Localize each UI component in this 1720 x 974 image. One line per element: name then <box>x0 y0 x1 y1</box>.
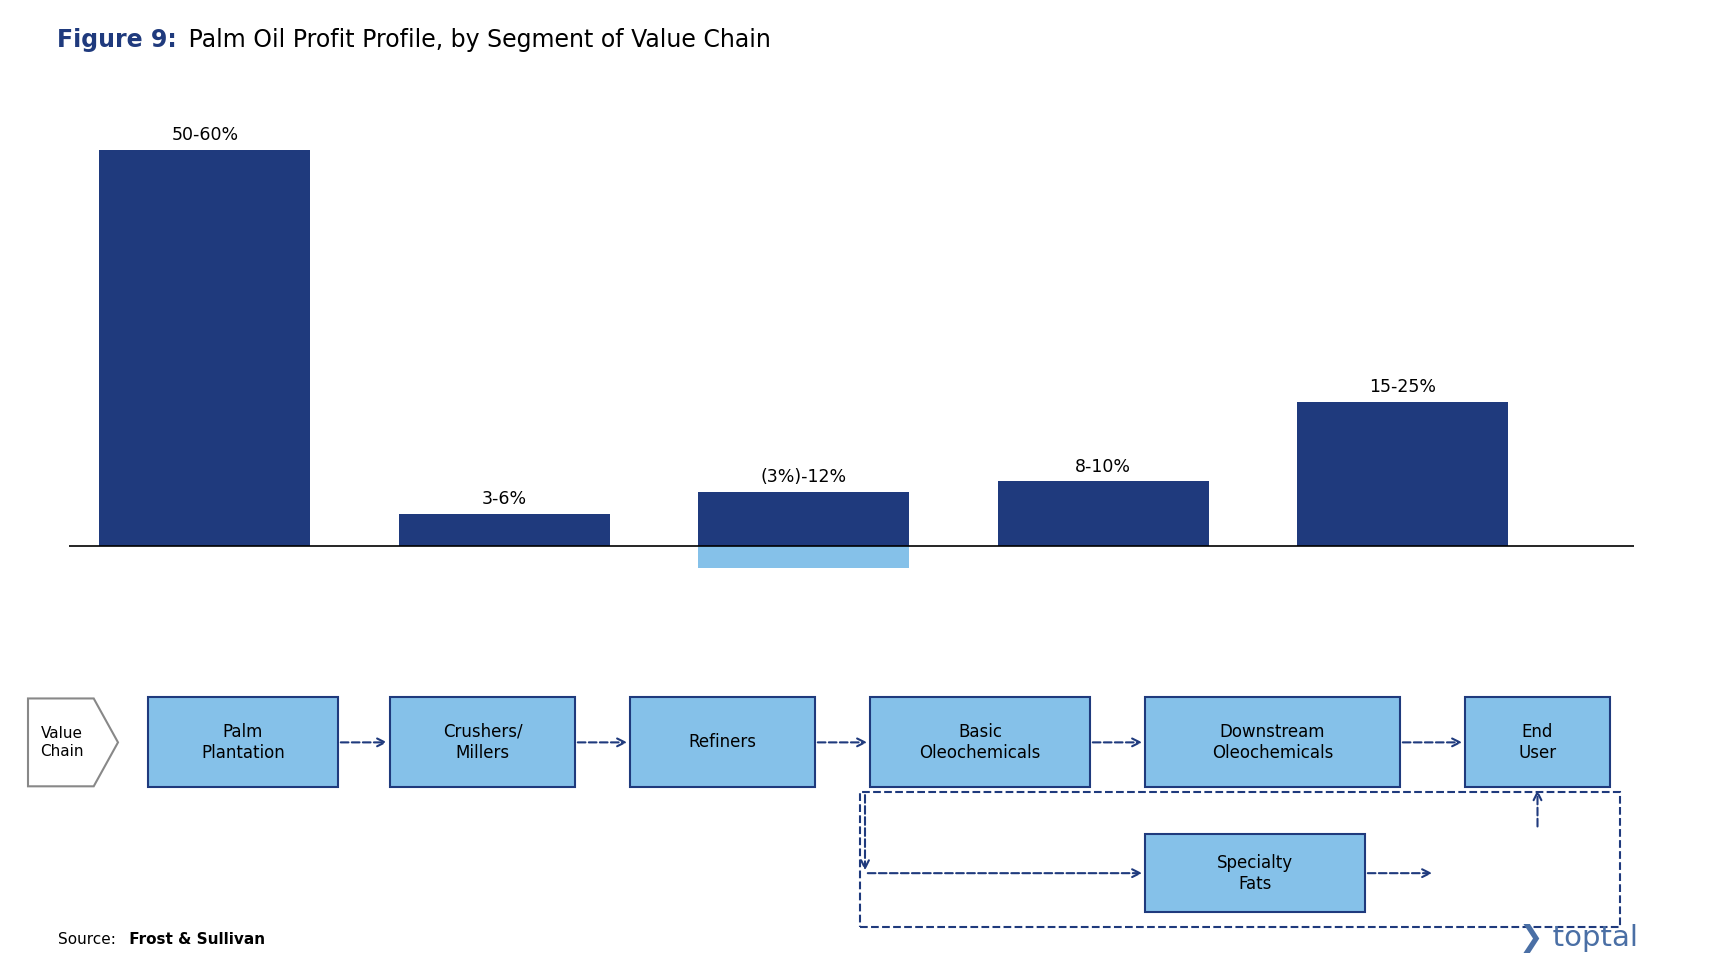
FancyBboxPatch shape <box>390 697 574 787</box>
Text: 15-25%: 15-25% <box>1369 378 1436 396</box>
Bar <box>698 492 910 546</box>
Text: Specialty
Fats: Specialty Fats <box>1218 854 1293 892</box>
Text: End
User: End User <box>1519 723 1557 762</box>
Text: (3%)-12%: (3%)-12% <box>760 468 846 486</box>
Bar <box>860 792 1620 927</box>
Bar <box>399 514 611 546</box>
Text: ❯ toptal: ❯ toptal <box>1519 923 1637 953</box>
Text: Palm
Plantation: Palm Plantation <box>201 723 286 762</box>
FancyBboxPatch shape <box>1146 697 1400 787</box>
Text: Source:: Source: <box>58 932 117 947</box>
Text: 8-10%: 8-10% <box>1075 458 1132 475</box>
Text: Figure 9:: Figure 9: <box>57 27 177 52</box>
Text: Palm Oil Profit Profile, by Segment of Value Chain: Palm Oil Profit Profile, by Segment of V… <box>181 27 771 52</box>
Text: Downstream
Oleochemicals: Downstream Oleochemicals <box>1213 723 1333 762</box>
Bar <box>1297 402 1508 546</box>
Text: Frost & Sullivan: Frost & Sullivan <box>124 932 265 947</box>
Text: Basic
Oleochemicals: Basic Oleochemicals <box>918 723 1041 762</box>
FancyBboxPatch shape <box>870 697 1090 787</box>
Text: Value
Chain: Value Chain <box>41 727 84 759</box>
Text: Refiners: Refiners <box>688 733 757 751</box>
Bar <box>698 546 910 568</box>
Bar <box>100 150 310 546</box>
FancyBboxPatch shape <box>1146 834 1366 912</box>
Polygon shape <box>28 698 119 786</box>
FancyBboxPatch shape <box>630 697 815 787</box>
FancyBboxPatch shape <box>1465 697 1610 787</box>
Text: 3-6%: 3-6% <box>482 490 526 508</box>
Bar <box>998 481 1209 546</box>
FancyBboxPatch shape <box>148 697 339 787</box>
Text: Crushers/
Millers: Crushers/ Millers <box>442 723 523 762</box>
Text: 50-60%: 50-60% <box>172 127 239 144</box>
